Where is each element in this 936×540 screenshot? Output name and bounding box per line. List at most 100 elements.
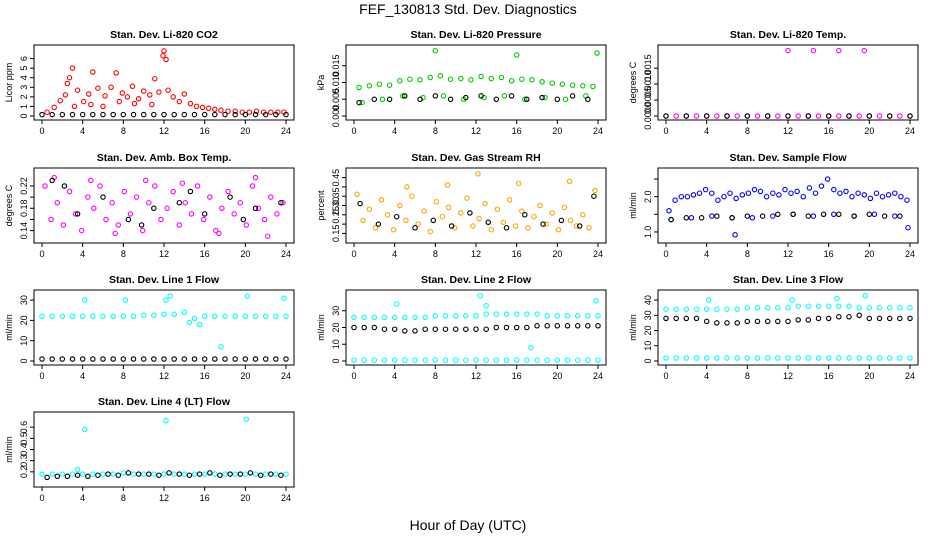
data-point xyxy=(524,311,530,317)
data-point xyxy=(57,97,64,104)
data-point xyxy=(219,205,225,212)
y-tick-label: 30 xyxy=(643,310,653,320)
data-point xyxy=(775,355,781,361)
data-point xyxy=(795,113,801,119)
data-point xyxy=(371,357,378,363)
data-point xyxy=(812,190,819,196)
data-point xyxy=(886,113,893,119)
series-2 xyxy=(39,111,289,118)
data-point xyxy=(403,217,409,224)
x-tick-label: 4 xyxy=(392,371,397,381)
x-tick-label: 24 xyxy=(905,126,915,136)
data-point xyxy=(585,96,591,103)
data-point xyxy=(51,104,57,111)
data-point xyxy=(69,356,76,362)
data-point xyxy=(108,84,114,91)
data-point xyxy=(757,188,764,195)
series-2 xyxy=(357,193,597,231)
data-point xyxy=(463,326,469,332)
data-point xyxy=(764,304,771,311)
y-tick-label: 2 xyxy=(19,94,29,99)
data-point xyxy=(795,317,801,323)
data-point xyxy=(351,357,357,363)
data-point xyxy=(836,211,842,218)
data-point xyxy=(213,227,219,234)
data-point xyxy=(564,323,571,329)
data-point xyxy=(463,313,469,319)
panel-6: Stan. Dev. Sample Flow 0 4 8 12 16 20 24 1.0 2.0 m… xyxy=(628,152,919,259)
data-point xyxy=(201,313,208,320)
data-point xyxy=(569,93,576,99)
data-point xyxy=(361,324,367,331)
plot-frame xyxy=(345,44,607,121)
x-tick-label: 12 xyxy=(783,126,793,136)
data-point xyxy=(268,109,274,115)
data-point xyxy=(212,111,218,118)
data-point xyxy=(683,113,690,119)
data-point xyxy=(733,195,739,202)
data-point xyxy=(69,111,76,118)
data-point xyxy=(543,221,549,227)
data-point xyxy=(440,93,447,99)
data-point xyxy=(508,78,515,84)
panel-10: Stan. Dev. Line 4 (LT) Flow 0 4 8 12 16 20 24 0.… xyxy=(4,396,295,503)
data-point xyxy=(513,52,520,58)
data-point xyxy=(585,323,591,329)
y-axis-label: degrees C xyxy=(628,61,638,103)
data-point xyxy=(592,187,598,194)
data-point xyxy=(156,89,162,95)
data-point xyxy=(559,81,566,87)
data-point xyxy=(249,183,256,189)
data-point xyxy=(130,313,137,320)
data-point xyxy=(253,108,260,114)
data-point xyxy=(39,356,45,362)
data-point xyxy=(90,111,96,118)
y-tick-label: 0.2 xyxy=(19,466,29,479)
data-point xyxy=(834,295,840,302)
x-tick-label: 12 xyxy=(783,249,793,259)
data-point xyxy=(151,356,157,362)
data-point xyxy=(356,99,362,106)
x-tick-label: 24 xyxy=(593,249,603,259)
panel-9: Stan. Dev. Line 3 Flow 0 4 8 12 16 20 24 0 10 20 30… xyxy=(628,274,919,381)
data-point xyxy=(724,113,730,119)
data-point xyxy=(729,215,735,221)
data-point xyxy=(161,356,167,362)
x-tick-label: 4 xyxy=(80,126,85,136)
data-point xyxy=(158,216,164,223)
data-point xyxy=(907,315,913,322)
data-point xyxy=(110,471,116,477)
data-point xyxy=(207,470,213,476)
data-point xyxy=(187,100,194,107)
data-point xyxy=(483,357,489,363)
data-point xyxy=(227,471,233,477)
data-point xyxy=(49,111,55,118)
data-point xyxy=(152,75,158,82)
data-point xyxy=(815,355,822,361)
data-point xyxy=(351,324,357,331)
panel-title: Stan. Dev. Li-820 Pressure xyxy=(410,29,541,41)
data-point xyxy=(268,471,274,477)
data-point xyxy=(586,225,592,231)
data-point xyxy=(754,318,761,325)
data-point xyxy=(782,186,788,193)
data-point xyxy=(744,113,751,119)
data-point xyxy=(432,313,439,319)
data-point xyxy=(724,355,730,361)
data-point xyxy=(381,326,388,332)
data-point xyxy=(590,83,596,90)
data-point xyxy=(785,318,791,325)
data-point xyxy=(232,108,238,114)
data-point xyxy=(805,303,812,309)
data-point xyxy=(243,222,250,228)
y-tick-label: 30 xyxy=(19,295,29,305)
panel-title: Stan. Dev. Gas Stream RH xyxy=(411,152,540,164)
data-point xyxy=(201,356,208,362)
data-point xyxy=(500,219,507,226)
data-point xyxy=(112,230,118,237)
data-point xyxy=(683,355,690,361)
data-point xyxy=(257,472,264,478)
data-point xyxy=(421,208,427,214)
data-point xyxy=(412,357,418,363)
y-tick-label: 20 xyxy=(643,326,653,336)
